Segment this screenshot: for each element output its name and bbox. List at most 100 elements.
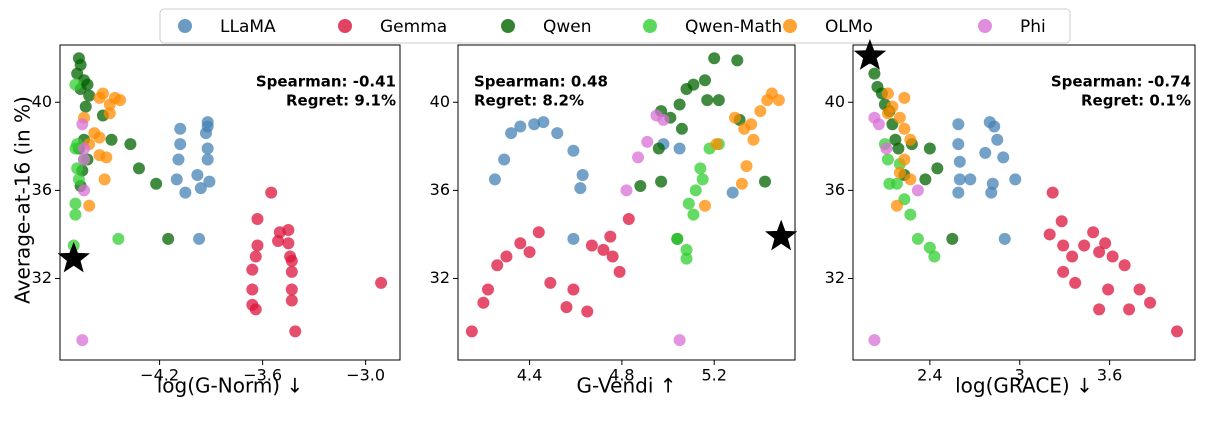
data-point	[1099, 237, 1112, 250]
data-point	[1009, 173, 1022, 186]
data-point	[1106, 250, 1119, 263]
y-tick-label: 32	[825, 268, 845, 287]
best-marker	[853, 39, 887, 70]
y-tick-label: 36	[32, 180, 52, 199]
data-point	[597, 243, 610, 256]
data-point	[632, 151, 645, 164]
data-point	[465, 325, 478, 338]
data-point	[698, 199, 711, 212]
data-point	[69, 197, 82, 210]
data-point	[687, 78, 700, 91]
y-tick-label: 40	[825, 92, 845, 111]
data-point	[923, 241, 936, 254]
data-point	[890, 177, 903, 190]
y-axis-label: Average-at-16 (in %)	[11, 96, 35, 304]
data-point	[754, 105, 767, 118]
data-point	[893, 111, 906, 124]
legend-marker	[978, 19, 992, 33]
data-point	[986, 177, 999, 190]
legend-box	[159, 8, 1071, 44]
data-point	[904, 208, 917, 221]
data-point	[673, 98, 686, 111]
data-point	[251, 239, 264, 252]
data-point	[265, 186, 278, 199]
data-point	[249, 303, 262, 316]
data-point	[505, 127, 518, 140]
x-axis-label: log(GRACE) ↓	[955, 374, 1093, 398]
y-tick-label: 36	[430, 180, 450, 199]
data-point	[498, 153, 511, 166]
data-point	[482, 283, 495, 296]
data-point	[923, 142, 936, 155]
annotation: Regret: 0.1%	[1081, 92, 1191, 110]
data-point	[194, 182, 207, 195]
data-point	[93, 131, 106, 144]
data-point	[740, 160, 753, 173]
legend-label: Qwen	[543, 17, 592, 37]
data-point	[964, 173, 977, 186]
annotation: Spearman: 0.48	[474, 73, 608, 91]
data-point	[620, 184, 633, 197]
data-point	[150, 177, 163, 190]
data-point	[952, 118, 965, 131]
data-point	[928, 250, 941, 263]
data-point	[892, 142, 905, 155]
data-point	[698, 74, 711, 87]
data-point	[1171, 325, 1184, 338]
legend-marker	[783, 19, 797, 33]
data-point	[904, 173, 917, 186]
legend-marker	[643, 19, 657, 33]
data-point	[673, 334, 686, 347]
data-point	[985, 186, 998, 199]
data-point	[712, 94, 725, 107]
data-point	[191, 168, 204, 181]
data-point	[544, 276, 557, 289]
data-point	[1144, 296, 1157, 309]
data-point	[747, 133, 760, 146]
data-point	[249, 250, 262, 263]
data-point	[567, 283, 580, 296]
data-point	[282, 237, 295, 250]
legend-marker	[178, 19, 192, 33]
data-point	[76, 334, 89, 347]
data-point	[203, 175, 216, 188]
best-marker	[765, 219, 798, 251]
data-point	[576, 168, 589, 181]
data-point	[655, 175, 668, 188]
data-point	[946, 232, 959, 245]
data-point	[71, 162, 84, 175]
data-point	[1102, 283, 1115, 296]
data-point	[604, 230, 617, 243]
data-point	[285, 283, 298, 296]
plot-frame	[457, 44, 796, 361]
data-point	[710, 138, 723, 151]
data-point	[251, 213, 264, 226]
data-point	[988, 120, 1001, 133]
data-point	[675, 122, 688, 135]
data-point	[1087, 226, 1100, 239]
data-point	[745, 118, 758, 131]
data-point	[952, 186, 965, 199]
data-point	[201, 153, 214, 166]
data-point	[1093, 303, 1106, 316]
data-point	[622, 213, 635, 226]
data-point	[881, 153, 894, 166]
data-point	[114, 94, 127, 107]
data-point	[919, 173, 932, 186]
data-point	[285, 294, 298, 307]
legend-marker	[338, 19, 352, 33]
data-point	[567, 144, 580, 157]
data-point	[671, 232, 684, 245]
data-point	[952, 138, 965, 151]
annotation: Regret: 9.1%	[286, 92, 396, 110]
data-point	[514, 237, 527, 250]
data-point	[112, 232, 125, 245]
data-point	[898, 153, 911, 166]
data-point	[1043, 228, 1056, 241]
legend-label: Qwen-Math	[685, 17, 782, 37]
data-point	[172, 153, 185, 166]
data-point	[162, 232, 175, 245]
data-point	[132, 162, 145, 175]
x-tick-label: −3.0	[346, 366, 385, 385]
data-point	[500, 250, 513, 263]
